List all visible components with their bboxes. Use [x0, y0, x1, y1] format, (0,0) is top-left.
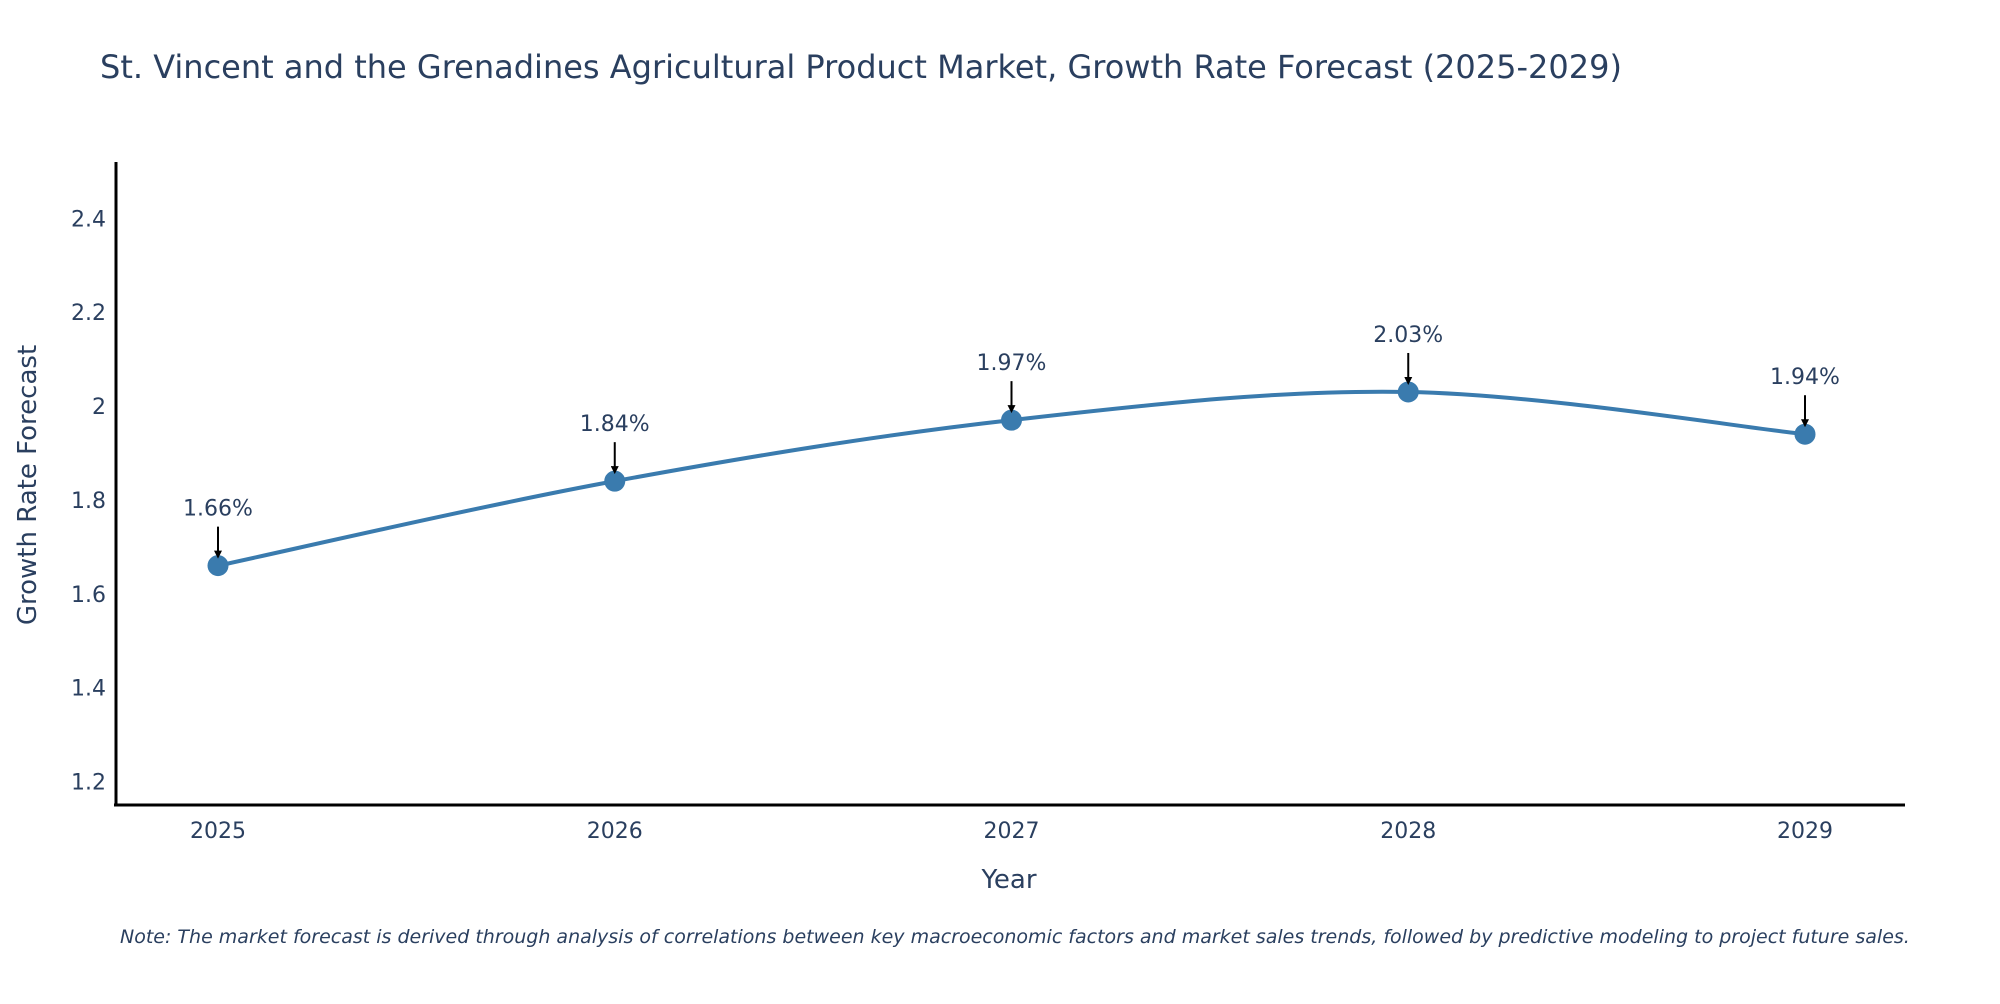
chart-title: St. Vincent and the Grenadines Agricultu… [100, 48, 1622, 86]
data-point [604, 470, 626, 492]
data-label: 2.03% [1373, 323, 1443, 348]
x-axis-title: Year [980, 865, 1036, 895]
x-tick-label: 2025 [190, 819, 246, 844]
y-axis-title: Growth Rate Forecast [13, 345, 43, 625]
annotation-group: 1.66% 1.84% 1.97% 2.03% 1.94% [183, 323, 1840, 559]
x-tick-label: 2026 [587, 819, 643, 844]
y-tick-label: 1.2 [71, 771, 106, 796]
y-tick-label: 1.8 [71, 489, 106, 514]
y-tick-label: 1.4 [71, 677, 106, 702]
series-group [207, 381, 1816, 577]
y-axis-ticks: 1.2 1.4 1.6 1.8 2 2.2 2.4 [71, 207, 106, 795]
data-point [207, 555, 229, 577]
x-axis-ticks: 2025 2026 2027 2028 2029 [190, 819, 1833, 844]
x-tick-label: 2027 [984, 819, 1040, 844]
x-tick-label: 2028 [1380, 819, 1436, 844]
data-label: 1.97% [977, 351, 1047, 376]
y-tick-label: 2 [92, 395, 106, 420]
data-label: 1.94% [1770, 365, 1840, 390]
y-tick-label: 1.6 [71, 583, 106, 608]
data-point [1001, 409, 1022, 431]
data-point [1794, 423, 1816, 445]
y-tick-label: 2.4 [71, 207, 106, 232]
note-text: Note: The market forecast is derived thr… [120, 926, 1910, 948]
data-point [1397, 381, 1419, 403]
data-label: 1.66% [183, 497, 253, 522]
y-tick-label: 2.2 [71, 301, 106, 326]
x-tick-label: 2029 [1777, 819, 1833, 844]
data-label: 1.84% [580, 412, 650, 437]
